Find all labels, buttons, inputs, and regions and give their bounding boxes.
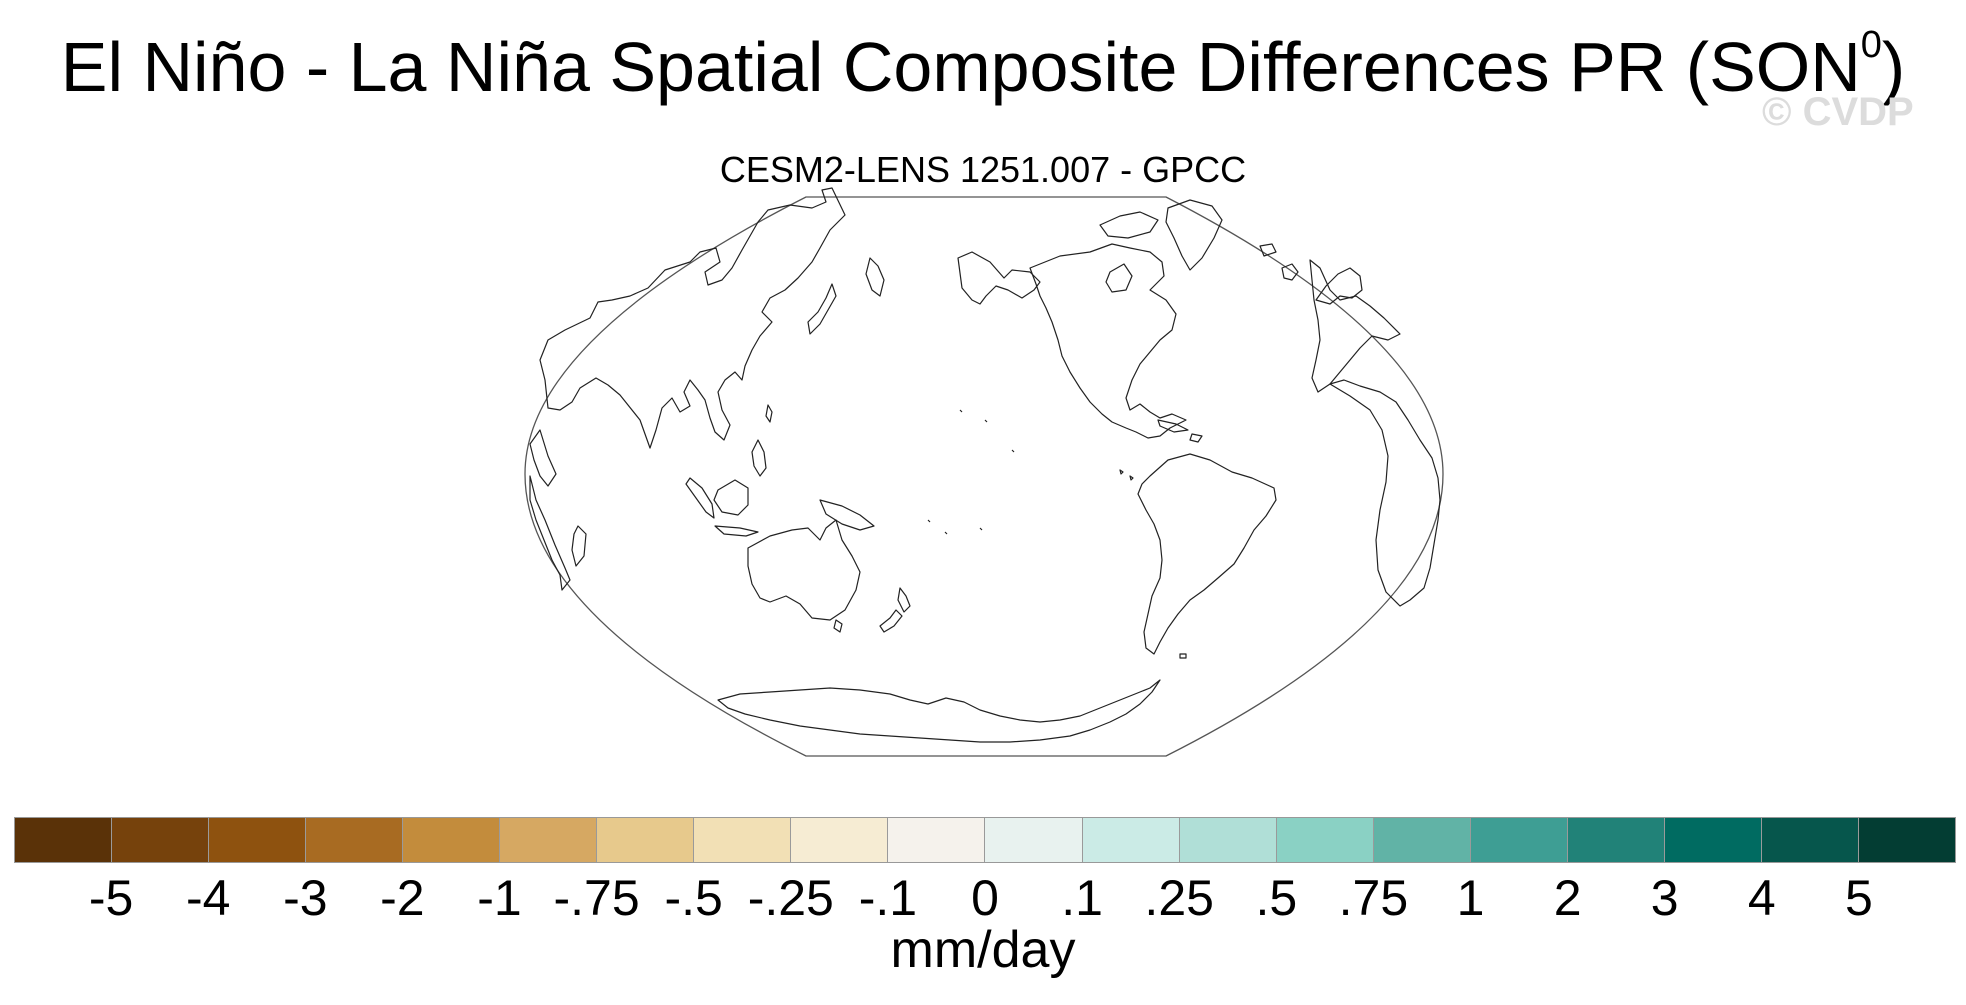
colorbar-tick-label: -2	[380, 870, 425, 926]
colorbar-tick-label: -1	[477, 870, 522, 926]
map-subtitle: CESM2-LENS 1251.007 - GPCC	[719, 149, 1247, 190]
colorbar-swatch	[1179, 818, 1277, 862]
greenland-coast	[1165, 199, 1223, 271]
colorbar-tick-label: 4	[1747, 870, 1776, 926]
scandinavia-coast	[1315, 267, 1363, 305]
north-america-coast	[1029, 243, 1187, 439]
british-isles-coast	[1281, 263, 1299, 281]
colorbar-swatch	[1761, 818, 1859, 862]
europe-coast	[1309, 259, 1401, 393]
hudson-bay-coast	[1105, 263, 1133, 293]
map-boundary	[524, 196, 1444, 757]
colorbar-swatch	[791, 818, 889, 862]
hispaniola-coast	[1189, 433, 1203, 443]
colorbar-tick-label: -4	[185, 870, 231, 926]
cuba-coast	[1157, 419, 1189, 433]
colorbar-swatch	[1276, 818, 1374, 862]
colorbar-swatch	[403, 818, 501, 862]
colorbar-tick-label: 1	[1456, 870, 1485, 926]
colorbar-swatch	[15, 818, 113, 862]
canadian-arctic-islands	[1099, 211, 1159, 239]
africa-east-coast	[529, 475, 571, 591]
colorbar-tick-label: 2	[1553, 870, 1582, 926]
colorbar-swatch	[1373, 818, 1471, 862]
falklands-coast	[1179, 653, 1187, 659]
colorbar-tick-label: -.5	[664, 870, 723, 926]
colorbar-tick-label: 0	[971, 870, 999, 926]
coastlines	[529, 187, 1441, 743]
colorbar-swatch	[597, 818, 695, 862]
colorbar-swatch	[1082, 818, 1180, 862]
philippines-coast	[751, 439, 767, 477]
colorbar-swatch	[112, 818, 210, 862]
colorbar-tick-label: 5	[1844, 870, 1873, 926]
colorbar-swatch	[694, 818, 792, 862]
cvdp-watermark: © CVDP	[1762, 90, 1914, 134]
colorbar-swatch	[888, 818, 986, 862]
new-zealand-north	[897, 587, 911, 613]
colorbar-labels: -5 -4 -3 -2 -1 -.75 -.5 -.25 -.1 0 .1 .25 .5 .75 1 2 3 4 5	[0, 868, 1966, 928]
colorbar	[14, 817, 1956, 863]
colorbar-swatch	[1858, 818, 1955, 862]
colorbar-tick-label: .75	[1338, 870, 1409, 926]
taiwan-coast	[765, 404, 773, 423]
colorbar-tick-label: .1	[1061, 870, 1103, 926]
japan-coast	[807, 283, 837, 335]
colorbar-tick-label: .5	[1255, 870, 1298, 926]
pacific-island-dots	[927, 409, 1015, 535]
madagascar-coast	[571, 525, 587, 567]
colorbar-tick-label: -3	[283, 870, 328, 926]
hawaii-islands	[1119, 469, 1134, 481]
title-text: El Niño - La Niña Spatial Composite Diff…	[60, 28, 1861, 106]
australia-coast	[747, 519, 861, 621]
map-frame	[524, 196, 1444, 757]
colorbar-swatch	[209, 818, 307, 862]
colorbar-swatch	[1664, 818, 1762, 862]
colorbar-tick-label: -.1	[858, 870, 918, 926]
kamchatka-coast	[865, 257, 885, 297]
new-zealand-south	[879, 609, 903, 633]
colorbar-swatch	[1470, 818, 1568, 862]
colorbar-swatch	[306, 818, 404, 862]
colorbar-tick-label: -.75	[553, 870, 640, 926]
eurasia-coast	[539, 187, 846, 449]
sumatra-coast	[685, 477, 715, 519]
colorbar-units: mm/day	[890, 921, 1076, 979]
borneo-coast	[713, 479, 749, 516]
alaska-coast	[957, 251, 1041, 305]
new-guinea-coast	[819, 499, 875, 531]
colorbar-tick-label: -.25	[747, 870, 834, 926]
colorbar-swatch	[500, 818, 598, 862]
south-america-coast	[1137, 453, 1277, 655]
title-superscript: 0	[1860, 24, 1882, 66]
java-coast	[714, 525, 759, 537]
tasmania-coast	[833, 619, 843, 633]
colorbar-tick-label: 3	[1650, 870, 1679, 926]
west-africa-coast	[1329, 379, 1441, 607]
colorbar-swatch	[985, 818, 1083, 862]
colorbar-tick-label: .25	[1144, 870, 1214, 926]
colorbar-swatch	[1567, 818, 1665, 862]
antarctica-coast	[717, 679, 1161, 743]
title-close: )	[1881, 28, 1906, 106]
arabia-coast	[529, 429, 557, 487]
chart-title: El Niño - La Niña Spatial Composite Diff…	[0, 22, 1966, 124]
iceland-coast	[1259, 243, 1277, 257]
colorbar-tick-label: -5	[88, 870, 134, 926]
